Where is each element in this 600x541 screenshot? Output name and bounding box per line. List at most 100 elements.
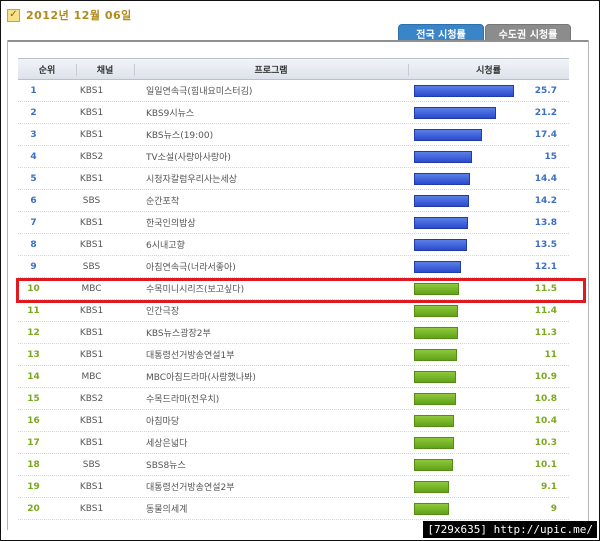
row-channel: MBC <box>81 283 102 294</box>
row-channel: KBS1 <box>79 107 104 118</box>
row-rating: 12.1 <box>534 261 557 272</box>
rating-bar-track <box>402 102 517 124</box>
row-channel: KBS1 <box>79 129 104 140</box>
row-program[interactable]: 아침연속극(너라서좋아) <box>146 263 236 273</box>
table-row[interactable]: 1 KBS1 일일연속극(힘내요미스터김) 25.7 <box>18 80 569 102</box>
table-row[interactable]: 19 KBS1 대통령선거방송연설2부 9.1 <box>18 476 569 498</box>
rating-bar <box>414 480 449 493</box>
table-row[interactable]: 20 KBS1 동물의세계 9 <box>18 498 569 520</box>
row-rank: 10 <box>27 283 40 294</box>
ratings-table: 순위 채널 프로그램 시청률 1 KBS1 일일연속극(힘내요미스터김) 25.7 2 K… <box>18 58 569 520</box>
table-row[interactable]: 7 KBS1 한국인의밥상 13.8 <box>18 212 569 234</box>
row-program[interactable]: KBS뉴스(19:00) <box>146 131 214 141</box>
table-row[interactable]: 15 KBS2 수목드라마(전우치) 10.8 <box>18 388 569 410</box>
rating-bar <box>414 260 461 273</box>
table-row[interactable]: 14 MBC MBC아침드라마(사랑했나봐) 10.9 <box>18 366 569 388</box>
row-rank: 18 <box>27 459 40 470</box>
row-rank: 12 <box>27 327 40 338</box>
row-rank: 20 <box>27 503 40 514</box>
table-row[interactable]: 18 SBS SBS8뉴스 10.1 <box>18 454 569 476</box>
row-program[interactable]: KBS9시뉴스 <box>146 109 195 119</box>
rating-bar-track <box>402 300 517 322</box>
row-rank: 1 <box>30 85 37 96</box>
row-program[interactable]: 시청자칼럼우리사는세상 <box>146 175 238 185</box>
table-row[interactable]: 8 KBS1 6시내고향 13.5 <box>18 234 569 256</box>
row-program[interactable]: 6시내고향 <box>146 241 185 251</box>
rating-bar <box>414 150 472 163</box>
row-program[interactable]: MBC아침드라마(사랑했나봐) <box>146 373 256 383</box>
row-program[interactable]: 수목미니시리즈(보고싶다) <box>146 285 245 295</box>
panel-top-border <box>7 40 589 42</box>
row-rank: 17 <box>27 437 40 448</box>
row-program[interactable]: SBS8뉴스 <box>146 461 186 471</box>
row-rating: 9 <box>550 503 557 514</box>
rating-bar <box>414 194 469 207</box>
table-row[interactable]: 4 KBS2 TV소설(사랑아사랑아) 15 <box>18 146 569 168</box>
rating-bar-track <box>402 498 517 520</box>
table-row[interactable]: 17 KBS1 세상은넓다 10.3 <box>18 432 569 454</box>
row-program[interactable]: 인간극장 <box>146 307 180 317</box>
row-channel: KBS1 <box>79 239 104 250</box>
table-row[interactable]: 11 KBS1 인간극장 11.4 <box>18 300 569 322</box>
table-row[interactable]: 9 SBS 아침연속극(너라서좋아) 12.1 <box>18 256 569 278</box>
table-row[interactable]: 10 MBC 수목미니시리즈(보고싶다) 11.5 <box>18 278 569 300</box>
row-channel: KBS1 <box>79 217 104 228</box>
row-program[interactable]: 한국인의밥상 <box>146 219 196 229</box>
rating-bar-track <box>402 256 517 278</box>
row-rank: 7 <box>30 217 37 228</box>
row-program[interactable]: 동물의세계 <box>146 505 188 515</box>
row-program[interactable]: 대통령선거방송연설2부 <box>146 483 235 493</box>
table-header: 순위 채널 프로그램 시청률 <box>18 58 569 80</box>
row-rank: 5 <box>30 173 37 184</box>
row-channel: KBS1 <box>79 173 104 184</box>
row-rank: 8 <box>30 239 37 250</box>
row-rating: 13.8 <box>534 217 557 228</box>
table-row[interactable]: 12 KBS1 KBS뉴스광장2부 11.3 <box>18 322 569 344</box>
row-channel: SBS <box>82 261 101 272</box>
rating-bar <box>414 238 467 251</box>
rating-bar-track <box>402 278 517 300</box>
rating-bar <box>414 392 456 405</box>
row-program[interactable]: 아침마당 <box>146 417 180 427</box>
table-row[interactable]: 5 KBS1 시청자칼럼우리사는세상 14.4 <box>18 168 569 190</box>
rating-bar <box>414 106 496 119</box>
row-program[interactable]: 세상은넓다 <box>146 439 188 449</box>
row-program[interactable]: TV소설(사랑아사랑아) <box>146 153 231 163</box>
rating-bar <box>414 348 457 361</box>
rating-bar-track <box>402 212 517 234</box>
row-rating: 10.3 <box>534 437 557 448</box>
table-row[interactable]: 3 KBS1 KBS뉴스(19:00) 17.4 <box>18 124 569 146</box>
row-program[interactable]: 일일연속극(힘내요미스터김) <box>146 87 253 97</box>
row-rating: 14.4 <box>534 173 557 184</box>
row-rating: 25.7 <box>534 85 557 96</box>
row-rating: 10.8 <box>534 393 557 404</box>
row-program[interactable]: 대통령선거방송연설1부 <box>146 351 235 361</box>
rating-bar <box>414 326 458 339</box>
header-rank: 순위 <box>38 65 56 76</box>
row-program[interactable]: 수목드라마(전우치) <box>146 395 220 405</box>
date-header: ✓ 2012년 12월 06일 <box>7 5 132 25</box>
rating-bar-track <box>402 454 517 476</box>
table-row[interactable]: 6 SBS 순간포착 14.2 <box>18 190 569 212</box>
header-rating: 시청률 <box>408 59 569 79</box>
table-row[interactable]: 2 KBS1 KBS9시뉴스 21.2 <box>18 102 569 124</box>
rating-bar-track <box>402 80 517 102</box>
row-channel: KBS1 <box>79 349 104 360</box>
row-rating: 10.4 <box>534 415 557 426</box>
row-program[interactable]: KBS뉴스광장2부 <box>146 329 211 339</box>
row-channel: MBC <box>81 371 102 382</box>
table-row[interactable]: 13 KBS1 대통령선거방송연설1부 11 <box>18 344 569 366</box>
row-channel: KBS1 <box>79 327 104 338</box>
row-rank: 13 <box>27 349 40 360</box>
row-channel: KBS1 <box>79 305 104 316</box>
header-channel: 채널 <box>76 59 134 79</box>
row-rank: 19 <box>27 481 40 492</box>
row-program[interactable]: 순간포착 <box>146 197 180 207</box>
table-body: 1 KBS1 일일연속극(힘내요미스터김) 25.7 2 KBS1 KBS9시뉴스 21.2 3… <box>18 80 569 520</box>
calendar-check-icon: ✓ <box>7 8 20 22</box>
row-rank: 4 <box>30 151 37 162</box>
row-rank: 2 <box>30 107 37 118</box>
table-row[interactable]: 16 KBS1 아침마당 10.4 <box>18 410 569 432</box>
row-channel: KBS1 <box>79 481 104 492</box>
